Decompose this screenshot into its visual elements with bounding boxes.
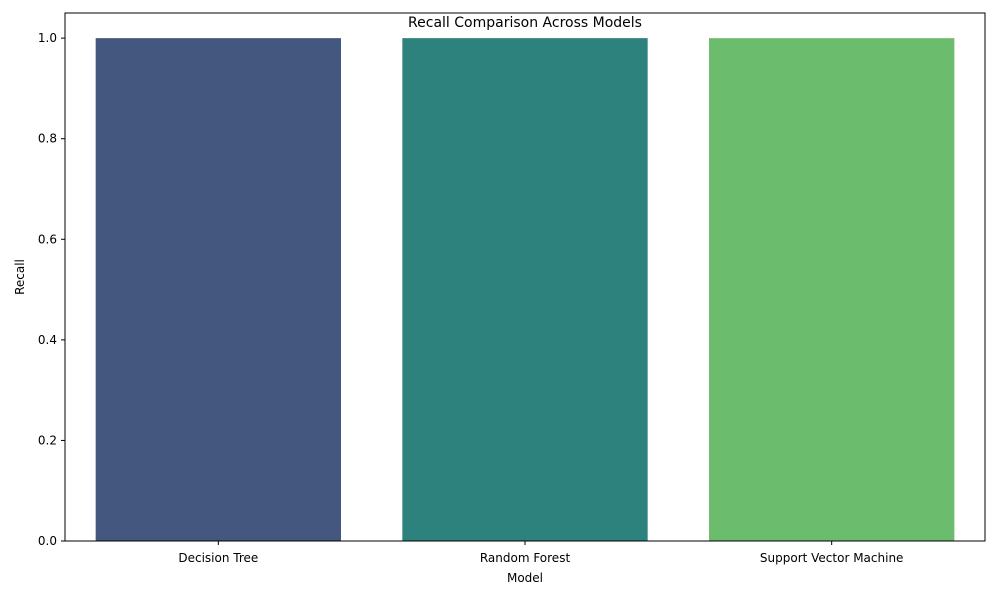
plot-frame (64, 12, 986, 542)
y-tick-label: 0.8 (38, 132, 57, 146)
x-tick-label: Decision Tree (178, 551, 258, 565)
y-axis: 0.0 0.2 0.4 0.6 0.8 1.0 (38, 31, 65, 548)
y-tick-label: 0.4 (38, 333, 57, 347)
bars-layer (95, 38, 955, 541)
bar-decision-tree (95, 38, 341, 541)
y-axis-label: Recall (13, 259, 27, 295)
bar-random-forest (402, 38, 648, 541)
x-axis: Decision Tree Random Forest Support Vector… (178, 541, 903, 565)
y-tick-label: 0.2 (38, 433, 57, 447)
bar-support-vector-machine (709, 38, 955, 541)
x-tick-label: Support Vector Machine (760, 551, 904, 565)
y-tick-label: 0.0 (38, 534, 57, 548)
y-tick-label: 1.0 (38, 31, 57, 45)
chart-title: Recall Comparison Across Models (408, 15, 642, 31)
x-axis-label: Model (507, 571, 543, 585)
x-tick-label: Random Forest (480, 551, 571, 565)
y-tick-label: 0.6 (38, 232, 57, 246)
